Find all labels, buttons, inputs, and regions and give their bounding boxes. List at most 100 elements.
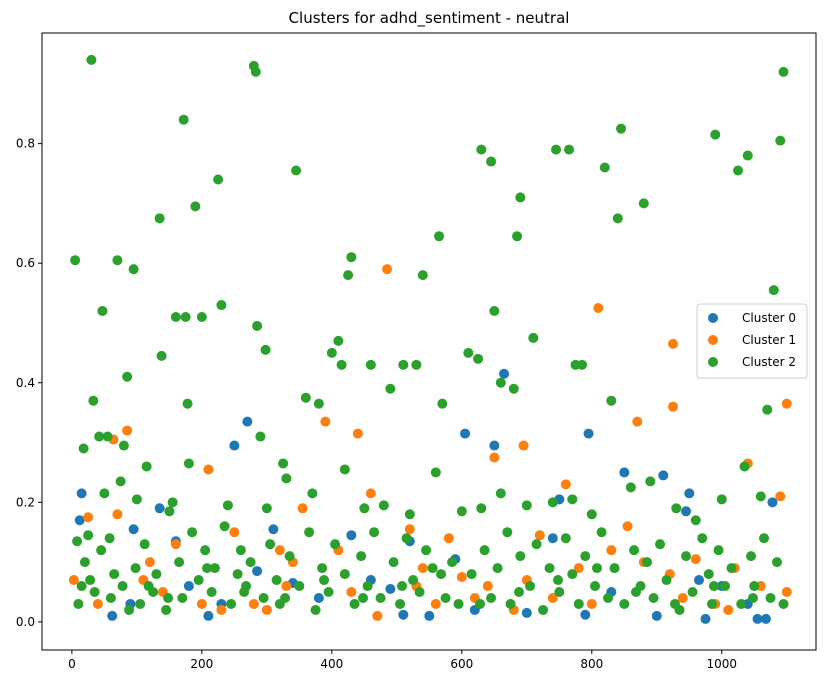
data-point [681,506,692,517]
data-point [463,347,474,358]
data-point [630,587,641,598]
data-point [156,350,167,361]
data-point [547,533,558,544]
data-point [746,551,757,562]
data-point [92,598,103,609]
data-point [586,598,597,609]
data-point [619,467,630,478]
data-point [68,575,79,586]
data-point [362,581,373,592]
data-point [96,545,107,556]
data-point [141,461,152,472]
data-point [466,569,477,580]
data-point [278,458,289,469]
data-point [300,392,311,403]
data-point [395,598,406,609]
data-point [733,165,744,176]
data-point [440,592,451,603]
data-point [606,545,617,556]
legend-label: Cluster 2 [742,355,796,369]
data-point [78,443,89,454]
chart-title: Clusters for adhd_sentiment - neutral [289,9,570,28]
data-point [632,416,643,427]
data-point [417,270,428,281]
data-point [658,470,669,481]
data-point [281,581,292,592]
data-point [768,285,779,296]
data-point [397,581,408,592]
data-point [369,527,380,538]
legend-label: Cluster 1 [742,333,796,347]
data-point [514,587,525,598]
y-tick-label: 0.0 [16,615,35,629]
data-point [544,563,555,574]
data-point [73,598,84,609]
data-point [122,371,133,382]
data-point [596,527,607,538]
y-tick-label: 0.4 [16,376,35,390]
data-point [209,563,220,574]
data-point [586,509,597,520]
data-point [88,395,99,406]
data-point [512,231,523,242]
data-point [70,255,81,266]
data-point [378,500,389,511]
data-point [749,581,760,592]
data-point [404,509,415,520]
data-point [128,264,139,275]
data-point [479,545,490,556]
data-point [102,431,113,442]
data-point [655,539,666,550]
data-point [163,592,174,603]
data-point [248,598,259,609]
data-point [144,557,155,568]
data-point [752,613,763,624]
x-tick-label: 800 [580,657,603,671]
data-point [319,575,330,586]
data-point [72,536,83,547]
data-point [372,610,383,621]
data-point [260,344,271,355]
data-point [690,554,701,565]
data-point [206,587,217,598]
data-point [638,198,649,209]
data-point [200,545,211,556]
x-tick-label: 1000 [706,657,737,671]
data-point [94,431,105,442]
data-point [677,592,688,603]
data-point [346,530,357,541]
data-point [255,431,266,442]
data-point [772,557,783,568]
plot-frame [41,32,817,651]
data-point [492,563,503,574]
data-point [398,609,409,620]
data-point [414,587,425,598]
data-point [573,598,584,609]
data-point [291,165,302,176]
data-point [408,575,419,586]
y-tick-label: 0.2 [16,495,35,509]
data-point [593,303,604,314]
data-point [781,398,792,409]
data-point [708,581,719,592]
data-point [190,201,201,212]
data-point [486,156,497,167]
data-point [759,533,770,544]
data-point [521,607,532,618]
data-point [349,598,360,609]
data-point [164,506,175,517]
data-point [684,488,695,499]
data-point [421,545,432,556]
data-point [385,584,396,595]
data-point [476,503,487,514]
data-point [499,368,510,379]
data-point [616,123,627,134]
data-point [310,604,321,615]
data-point [460,428,471,439]
data-point [232,569,243,580]
data-point [430,598,441,609]
data-point [130,563,141,574]
data-point [473,353,484,364]
data-point [229,527,240,538]
y-tick-label: 0.6 [16,256,35,270]
